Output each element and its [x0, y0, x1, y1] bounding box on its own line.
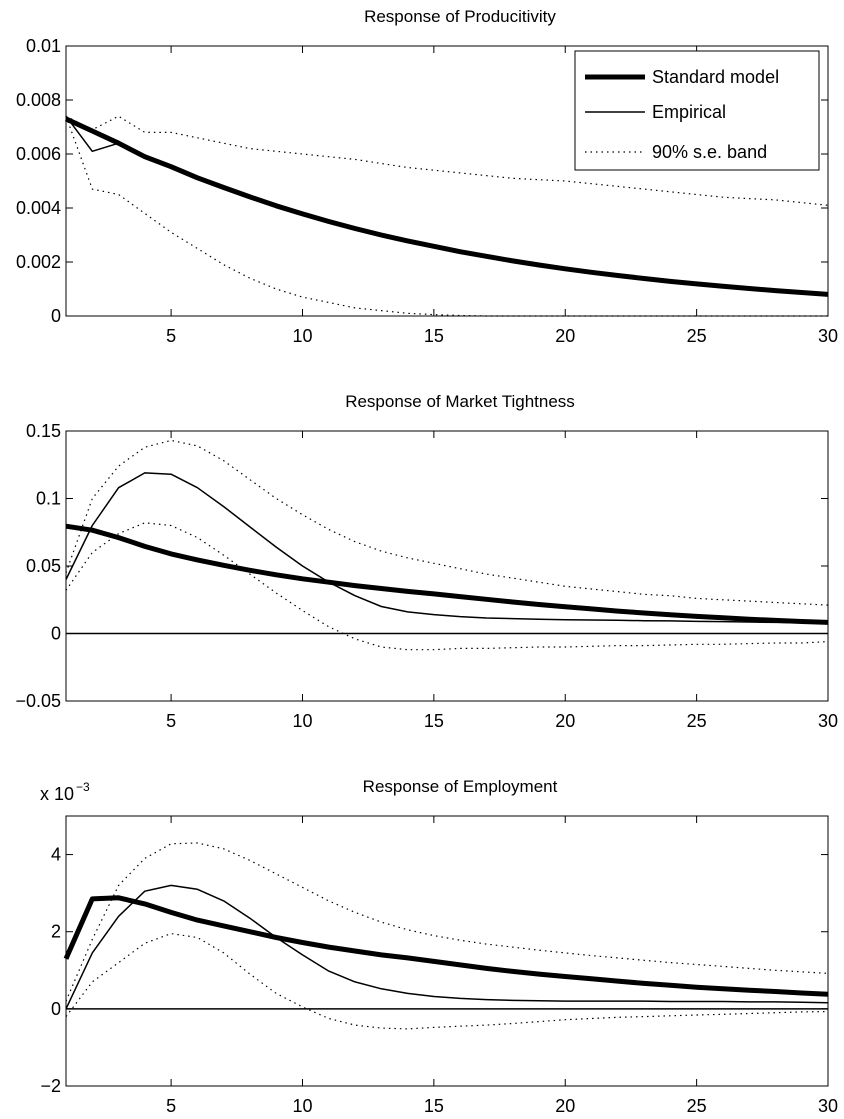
productivity-panel: Response of Producitivity 5 10 15 20 25 30 0 0.…	[16, 7, 838, 346]
x-tick-label: 10	[292, 1096, 312, 1116]
y-tick-label: 0.1	[36, 489, 61, 509]
y-tick-label: 0	[51, 624, 61, 644]
x-tick-label: 20	[555, 326, 575, 346]
plot-frame	[65, 430, 829, 702]
employment-panel: Response of Employment x 10 −3 5 10 15 20 25 3…	[40, 777, 838, 1116]
scale-base: x 10	[40, 784, 74, 804]
x-tick-label: 30	[818, 326, 838, 346]
series-line-thin	[65, 884, 829, 1010]
y-tick-label: 0.008	[16, 90, 61, 110]
x-tick-label: 5	[166, 1096, 176, 1116]
series-line-dotted	[65, 439, 829, 606]
x-tick-label: 25	[687, 326, 707, 346]
x-tick-label: 20	[555, 1096, 575, 1116]
series-line-dotted	[65, 932, 829, 1030]
chart-title: Response of Employment	[363, 777, 558, 796]
y-tick-label: 0.002	[16, 252, 61, 272]
legend-label-standard-model: Standard model	[652, 67, 779, 87]
y-tick-label: 0.004	[16, 198, 61, 218]
chart-title: Response of Producitivity	[364, 7, 556, 26]
scale-exponent: −3	[76, 780, 90, 794]
y-tick-label: 0	[51, 306, 61, 326]
y-tick-label: −2	[40, 1076, 61, 1096]
legend-label-empirical: Empirical	[652, 102, 726, 122]
plot-frame	[65, 815, 829, 1087]
x-tick-label: 10	[292, 326, 312, 346]
series-line-dotted	[65, 842, 829, 1002]
x-tick-label: 15	[424, 1096, 444, 1116]
x-tick-label: 30	[818, 711, 838, 731]
y-tick-label: −0.05	[15, 691, 61, 711]
series-line-thick	[65, 523, 829, 625]
x-tick-label: 10	[292, 711, 312, 731]
y-tick-label: 0	[51, 999, 61, 1019]
y-tick-label: 0.05	[26, 556, 61, 576]
y-tick-label: 2	[51, 922, 61, 942]
legend: Standard model Empirical 90% s.e. band	[574, 50, 820, 171]
series-line-dotted	[65, 115, 828, 317]
series-line-dotted	[65, 115, 829, 206]
series-line-thin	[65, 115, 829, 296]
x-tick-label: 25	[687, 711, 707, 731]
x-tick-label: 5	[166, 711, 176, 731]
y-tick-label: 0.15	[26, 421, 61, 441]
axis-scale-label: x 10 −3	[40, 780, 90, 804]
x-tick-label: 5	[166, 326, 176, 346]
x-tick-label: 25	[687, 1096, 707, 1116]
x-tick-label: 15	[424, 326, 444, 346]
x-tick-label: 20	[555, 711, 575, 731]
legend-label-band: 90% s.e. band	[652, 142, 767, 162]
y-tick-label: 0.006	[16, 144, 61, 164]
market-tightness-panel: Response of Market Tightness 5 10 15 20 25 30…	[15, 392, 838, 731]
chart-title: Response of Market Tightness	[345, 392, 575, 411]
legend-box	[574, 50, 820, 171]
x-tick-label: 15	[424, 711, 444, 731]
y-tick-label: 0.01	[26, 36, 61, 56]
plot-frame	[65, 45, 829, 317]
series-line-thick	[63, 895, 829, 997]
series-line-thin	[65, 472, 829, 624]
y-tick-label: 4	[51, 845, 61, 865]
series-line-dotted	[65, 522, 829, 651]
x-tick-label: 30	[818, 1096, 838, 1116]
